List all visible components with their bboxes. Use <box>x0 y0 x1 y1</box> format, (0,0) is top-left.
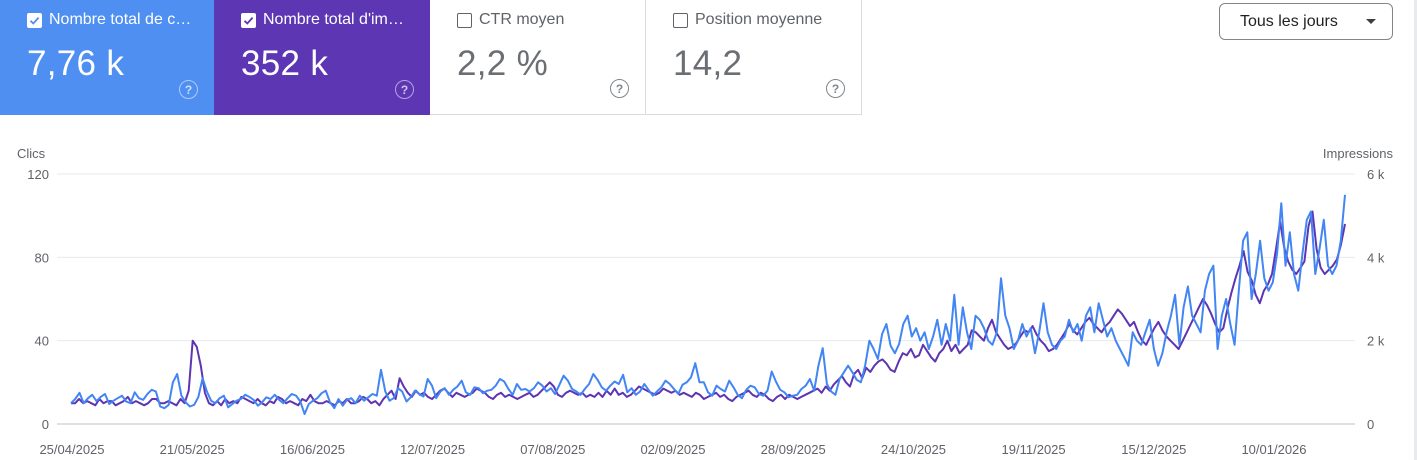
right-tick-label: 6 k <box>1367 167 1385 182</box>
checkbox-unchecked-icon[interactable] <box>457 12 472 28</box>
help-icon[interactable]: ? <box>179 80 198 99</box>
metric-card-ctr[interactable]: CTR moyen 2,2 % ? <box>430 0 646 115</box>
metric-value: 14,2 <box>673 44 743 83</box>
help-icon[interactable]: ? <box>395 80 414 99</box>
clicks-series-line <box>71 210 1346 407</box>
x-tick-label: 15/12/2025 <box>1121 442 1186 457</box>
dropdown-arrow-icon <box>1366 19 1376 24</box>
right-axis-title: Impressions <box>1323 146 1394 161</box>
scrollbar-track[interactable] <box>1414 0 1417 460</box>
checkbox-checked-icon[interactable] <box>241 12 256 28</box>
checkbox-unchecked-icon[interactable] <box>673 12 688 28</box>
x-tick-label: 19/11/2025 <box>1002 442 1066 457</box>
checkbox-checked-icon[interactable] <box>27 12 42 28</box>
help-icon[interactable]: ? <box>610 79 629 98</box>
performance-chart: Clics Impressions 120 80 40 0 6 k 4 k 2 k 0 25… <box>17 146 1394 457</box>
chart-series <box>70 194 1346 415</box>
metric-label: Nombre total d'im… <box>263 11 404 28</box>
impressions-series-line <box>70 194 1346 415</box>
x-axis-ticks: 25/04/2025 21/05/2025 16/06/2025 12/07/2025… <box>39 442 1306 457</box>
right-tick-label: 0 <box>1367 417 1374 432</box>
left-axis-title: Clics <box>17 146 46 161</box>
metric-value: 7,76 k <box>27 44 125 83</box>
right-axis-ticks: 6 k 4 k 2 k 0 <box>1367 167 1385 432</box>
metric-label: Nombre total de c… <box>49 11 192 28</box>
help-icon[interactable]: ? <box>826 79 845 98</box>
x-tick-label: 10/01/2026 <box>1241 442 1306 457</box>
left-tick-label: 40 <box>35 334 49 349</box>
metric-cards: Nombre total de c… 7,76 k ? Nombre total… <box>0 0 862 115</box>
metric-card-position[interactable]: Position moyenne 14,2 ? <box>646 0 862 115</box>
date-range-label: Tous les jours <box>1240 12 1338 30</box>
metric-value: 2,2 % <box>457 44 548 83</box>
x-tick-label: 28/09/2025 <box>761 442 826 457</box>
date-range-dropdown[interactable]: Tous les jours <box>1219 3 1393 40</box>
chart-gridlines <box>57 173 1355 425</box>
x-tick-label: 07/08/2025 <box>520 442 585 457</box>
left-axis-ticks: 120 80 40 0 <box>27 167 49 432</box>
metric-label: CTR moyen <box>479 11 565 28</box>
x-tick-label: 24/10/2025 <box>881 442 946 457</box>
x-tick-label: 21/05/2025 <box>160 442 225 457</box>
left-tick-label: 120 <box>27 167 49 182</box>
left-tick-label: 0 <box>42 417 49 432</box>
metric-label: Position moyenne <box>695 11 823 28</box>
x-tick-label: 12/07/2025 <box>400 442 465 457</box>
metric-card-clicks[interactable]: Nombre total de c… 7,76 k ? <box>0 0 214 115</box>
right-tick-label: 4 k <box>1367 250 1385 265</box>
metric-card-impressions[interactable]: Nombre total d'im… 352 k ? <box>214 0 430 115</box>
right-tick-label: 2 k <box>1367 334 1385 349</box>
x-tick-label: 25/04/2025 <box>39 442 104 457</box>
left-tick-label: 80 <box>35 250 49 265</box>
x-tick-label: 16/06/2025 <box>280 442 345 457</box>
metric-value: 352 k <box>241 44 329 83</box>
x-tick-label: 02/09/2025 <box>640 442 705 457</box>
